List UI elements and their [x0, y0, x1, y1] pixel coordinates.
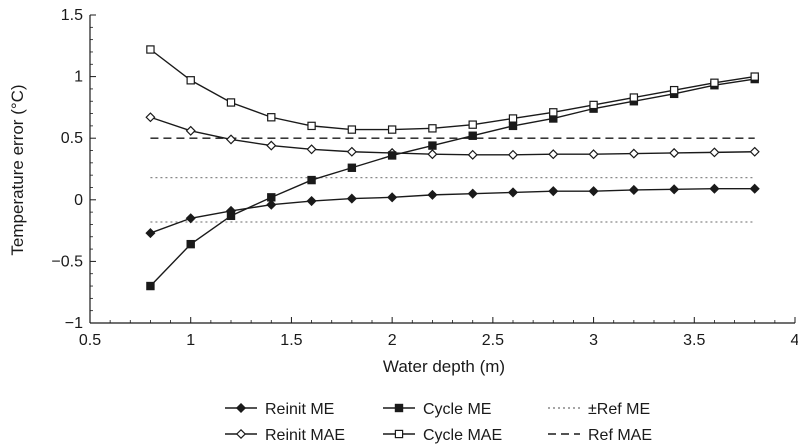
legend-label: Reinit ME: [265, 401, 334, 418]
data-point-reinit-mae: [749, 146, 760, 157]
x-tick-label: 1.5: [280, 332, 302, 349]
data-point-cycle-mae: [549, 108, 558, 117]
legend-item: Reinit MAE: [225, 427, 345, 444]
y-tick-label: 1.5: [61, 7, 83, 24]
data-point-cycle-mae: [669, 85, 679, 95]
data-point-cycle-mae: [428, 124, 437, 133]
data-point-reinit-mae: [427, 149, 438, 160]
legend: Reinit ME Cycle ME ±Ref ME Reinit MAE Cycle …: [225, 401, 652, 444]
legend-label: Ref MAE: [588, 427, 652, 444]
x-tick-label: 3.5: [683, 332, 705, 349]
series-line-reinit-me: [150, 188, 755, 234]
data-point-reinit-mae: [507, 149, 519, 160]
data-point-cycle-mae: [508, 114, 518, 123]
data-point-reinit-me: [669, 184, 680, 195]
series-line-reinit-mae: [150, 116, 755, 156]
data-point-cycle-me: [186, 239, 195, 249]
data-point-cycle-me: [347, 163, 357, 172]
data-point-cycle-me: [226, 211, 236, 221]
y-axis-title: Temperature error (°C): [8, 84, 27, 255]
data-point-reinit-me: [628, 184, 639, 195]
data-point-reinit-me: [145, 228, 156, 239]
data-point-reinit-me: [548, 186, 559, 197]
legend-marker: [235, 402, 247, 414]
data-point-cycle-mae: [589, 100, 598, 110]
data-point-cycle-mae: [468, 120, 477, 129]
data-point-reinit-mae: [225, 134, 237, 145]
plot-area: −1 −0.5 0 0.5 1 1.5 0.5 1 1.5 2 2.5 3 3.5 4: [51, 7, 798, 349]
legend-item: Ref MAE: [548, 427, 652, 444]
x-tick-label: 2.5: [482, 332, 504, 349]
data-point-reinit-mae: [588, 149, 599, 160]
data-point-cycle-mae: [750, 72, 759, 81]
data-point-reinit-me: [306, 195, 317, 207]
legend-item: ±Ref ME: [548, 401, 650, 418]
data-point-cycle-mae: [710, 78, 719, 87]
data-point-cycle-mae: [146, 45, 155, 54]
x-tick-label: 3: [589, 332, 598, 349]
legend-item: Cycle ME: [383, 401, 491, 418]
data-point-reinit-me: [387, 192, 398, 203]
data-point-reinit-mae: [669, 147, 680, 159]
y-tick-label: 0.5: [61, 130, 83, 147]
data-point-reinit-mae: [306, 144, 317, 155]
x-axis-title: Water depth (m): [383, 357, 505, 376]
legend-marker: [394, 429, 404, 439]
data-point-reinit-mae: [266, 140, 277, 151]
legend-label: Reinit MAE: [265, 427, 345, 444]
data-point-reinit-me: [185, 213, 196, 224]
data-point-reinit-mae: [467, 149, 478, 160]
data-point-cycle-me: [307, 175, 316, 185]
data-point-reinit-me: [266, 199, 277, 210]
data-point-cycle-mae: [186, 76, 195, 85]
data-point-reinit-me: [427, 189, 438, 200]
data-point-cycle-mae: [226, 98, 236, 107]
data-point-reinit-me: [588, 186, 599, 197]
series-line-cycle-mae: [150, 48, 755, 131]
legend-item: Reinit ME: [225, 401, 334, 418]
data-point-cycle-me: [468, 131, 477, 140]
y-tick-label: 1: [74, 69, 83, 86]
data-point-reinit-mae: [346, 146, 357, 157]
y-tick-label: −0.5: [51, 253, 83, 270]
data-point-reinit-mae: [185, 125, 196, 136]
legend-label: Cycle MAE: [423, 427, 502, 444]
series-line-cycle-me: [149, 78, 755, 287]
data-point-reinit-mae: [145, 112, 156, 123]
data-point-cycle-mae: [267, 113, 276, 122]
data-point-cycle-me: [428, 141, 437, 150]
data-point-reinit-mae: [548, 149, 559, 160]
y-tick-label: −1: [65, 315, 83, 332]
data-point-cycle-mae: [387, 125, 397, 134]
data-point-cycle-mae: [347, 125, 357, 134]
data-point-cycle-me: [387, 151, 397, 160]
legend-item: Cycle MAE: [383, 427, 502, 444]
legend-marker: [235, 428, 247, 440]
x-tick-label: 0.5: [79, 332, 101, 349]
legend-label: Cycle ME: [423, 401, 491, 418]
data-point-reinit-me: [507, 187, 519, 198]
legend-marker: [394, 403, 404, 413]
data-point-reinit-me: [709, 183, 720, 194]
data-point-cycle-me: [146, 281, 155, 291]
x-tick-label: 2: [388, 332, 397, 349]
data-point-cycle-me: [267, 193, 276, 202]
data-point-cycle-me: [508, 121, 518, 131]
data-point-cycle-mae: [629, 93, 639, 102]
data-point-reinit-mae: [709, 147, 720, 158]
x-tick-label: 1: [186, 332, 195, 349]
legend-label: ±Ref ME: [588, 401, 650, 418]
x-tick-label: 4: [791, 332, 798, 349]
data-point-reinit-me: [346, 193, 357, 204]
data-point-reinit-mae: [628, 148, 639, 159]
data-point-reinit-me: [749, 183, 760, 194]
data-point-cycle-mae: [307, 121, 316, 131]
y-tick-label: 0: [74, 192, 83, 209]
data-point-reinit-me: [467, 188, 478, 199]
